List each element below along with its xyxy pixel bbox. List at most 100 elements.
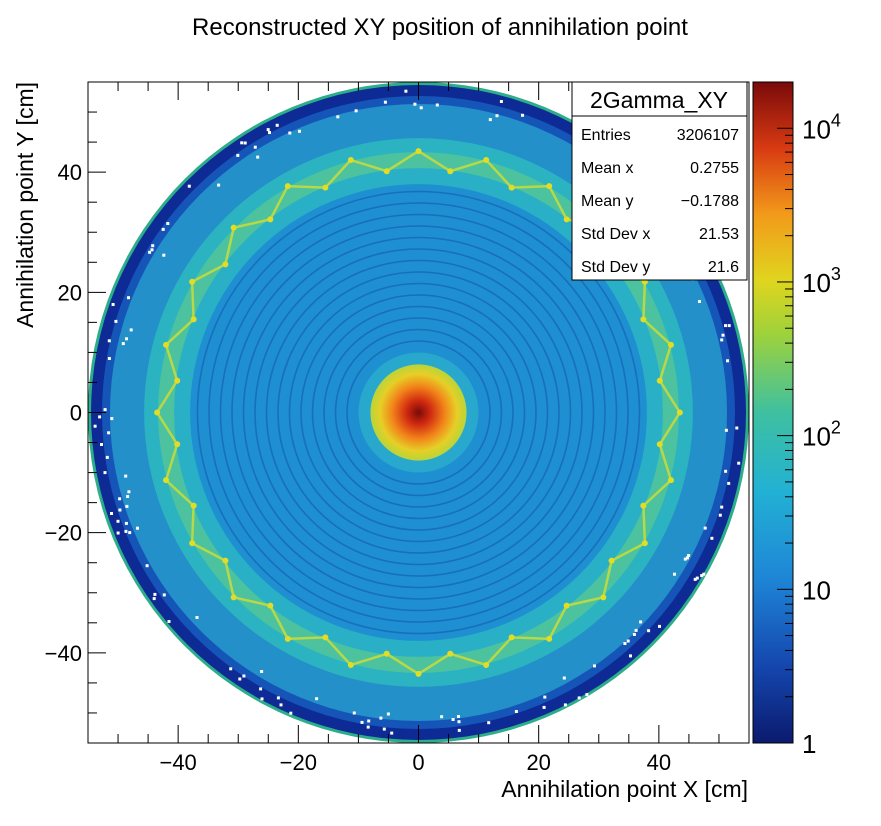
bright-ring-hotspot xyxy=(447,650,454,657)
empty-bin xyxy=(724,469,728,473)
empty-bin xyxy=(419,106,423,110)
empty-bin xyxy=(499,100,503,103)
bright-ring-hotspot xyxy=(667,341,674,348)
bright-ring-hotspot xyxy=(163,341,170,348)
empty-bin xyxy=(495,114,499,118)
empty-bin xyxy=(315,697,319,701)
empty-bin xyxy=(367,719,371,723)
empty-bin xyxy=(562,676,566,680)
bright-ring-hotspot xyxy=(267,602,274,609)
bright-ring-hotspot xyxy=(222,261,229,268)
empty-bin xyxy=(162,253,166,257)
bright-ring-hotspot xyxy=(174,377,181,384)
y-tick-label: 0 xyxy=(70,401,82,426)
empty-bin xyxy=(726,359,729,363)
empty-bin xyxy=(116,531,120,535)
empty-bin xyxy=(543,695,547,699)
empty-bin xyxy=(360,720,364,724)
empty-bin xyxy=(114,319,118,323)
y-axis-title: Annihilation point Y [cm] xyxy=(12,82,38,328)
concentric-ring xyxy=(219,213,618,612)
empty-bin xyxy=(240,141,244,145)
bright-ring-hotspot xyxy=(676,409,683,416)
empty-bin xyxy=(404,89,408,93)
empty-bin xyxy=(127,296,130,300)
empty-bin xyxy=(260,697,264,701)
empty-bin xyxy=(440,715,444,719)
colorbar-ticks: 1 10 102 103 104 xyxy=(777,81,841,759)
stats-row-value: 21.6 xyxy=(708,259,739,276)
bright-ring-hotspot xyxy=(563,216,570,223)
bright-ring-hotspot xyxy=(640,502,647,509)
bright-ring-hotspot xyxy=(230,594,237,601)
colorbar-gradient xyxy=(752,81,794,744)
concentric-ring xyxy=(288,282,549,543)
empty-bin xyxy=(457,728,461,732)
empty-bin xyxy=(487,721,491,725)
bright-ring-hotspot xyxy=(154,409,161,416)
stats-box: 2Gamma_XY Entries 3206107 Mean x 0.2755 Mean… xyxy=(571,81,748,281)
empty-bin xyxy=(217,183,221,187)
bright-ring-hotspot xyxy=(563,602,570,609)
bright-ring-hotspot xyxy=(190,316,197,323)
empty-bin xyxy=(542,705,546,709)
empty-bin xyxy=(354,109,358,113)
stats-row-label: Std Dev y xyxy=(581,259,650,276)
empty-bin xyxy=(695,576,699,580)
bright-ring-hotspot xyxy=(483,661,490,668)
empty-bin xyxy=(700,574,704,578)
bright-ring-hotspot xyxy=(190,502,197,509)
bright-ring-hotspot xyxy=(383,650,390,657)
empty-bin xyxy=(720,338,724,342)
empty-bin xyxy=(238,677,242,681)
bright-ring-hotspot xyxy=(322,634,329,641)
empty-bin xyxy=(111,303,115,306)
empty-bin xyxy=(121,342,125,346)
empty-bin xyxy=(166,222,170,225)
empty-bin xyxy=(451,718,455,721)
empty-bin xyxy=(710,536,714,540)
empty-bin xyxy=(698,300,701,303)
colorbar: 1 10 102 103 104 xyxy=(752,81,841,759)
empty-bin xyxy=(118,497,122,501)
x-tick-label: −20 xyxy=(280,750,317,775)
empty-bin xyxy=(727,324,731,328)
empty-bin xyxy=(127,490,131,494)
empty-bin xyxy=(187,184,191,188)
bright-ring-hotspot xyxy=(222,557,229,564)
x-axis: −40 −20 0 20 40 xyxy=(87,82,750,775)
empty-bin xyxy=(125,504,129,508)
empty-bin xyxy=(162,593,166,597)
concentric-ring xyxy=(323,317,514,508)
x-tick-label: 40 xyxy=(647,750,671,775)
colorbar-tick-label: 102 xyxy=(802,418,841,452)
empty-bin xyxy=(93,424,97,428)
stats-row-label: Mean y xyxy=(581,193,633,210)
y-tick-label: −20 xyxy=(45,521,82,546)
empty-bin xyxy=(639,620,643,624)
empty-bin xyxy=(268,131,271,134)
concentric-ring xyxy=(208,202,629,623)
empty-bin xyxy=(382,727,386,731)
y-axis: −40 −20 0 20 40 xyxy=(45,81,106,744)
empty-bin xyxy=(383,100,387,104)
empty-bin xyxy=(413,102,417,106)
empty-bin xyxy=(136,526,139,530)
empty-bin xyxy=(236,153,240,157)
y-tick-label: 40 xyxy=(58,160,82,185)
empty-bin xyxy=(124,474,128,478)
stats-row-value: 0.2755 xyxy=(690,160,739,177)
bright-ring-hotspot xyxy=(230,224,237,231)
empty-bin xyxy=(366,725,370,729)
empty-bin xyxy=(379,716,383,720)
empty-bin xyxy=(737,461,741,465)
colorbar-tick-label: 1 xyxy=(802,729,816,759)
empty-bin xyxy=(276,696,280,700)
bright-ring-hotspot xyxy=(656,377,663,384)
empty-bin xyxy=(623,642,627,645)
empty-bin xyxy=(390,731,394,735)
empty-bin xyxy=(683,557,687,561)
empty-bin xyxy=(151,244,155,248)
empty-bin xyxy=(593,664,596,668)
bright-ring-hotspot xyxy=(383,168,390,175)
